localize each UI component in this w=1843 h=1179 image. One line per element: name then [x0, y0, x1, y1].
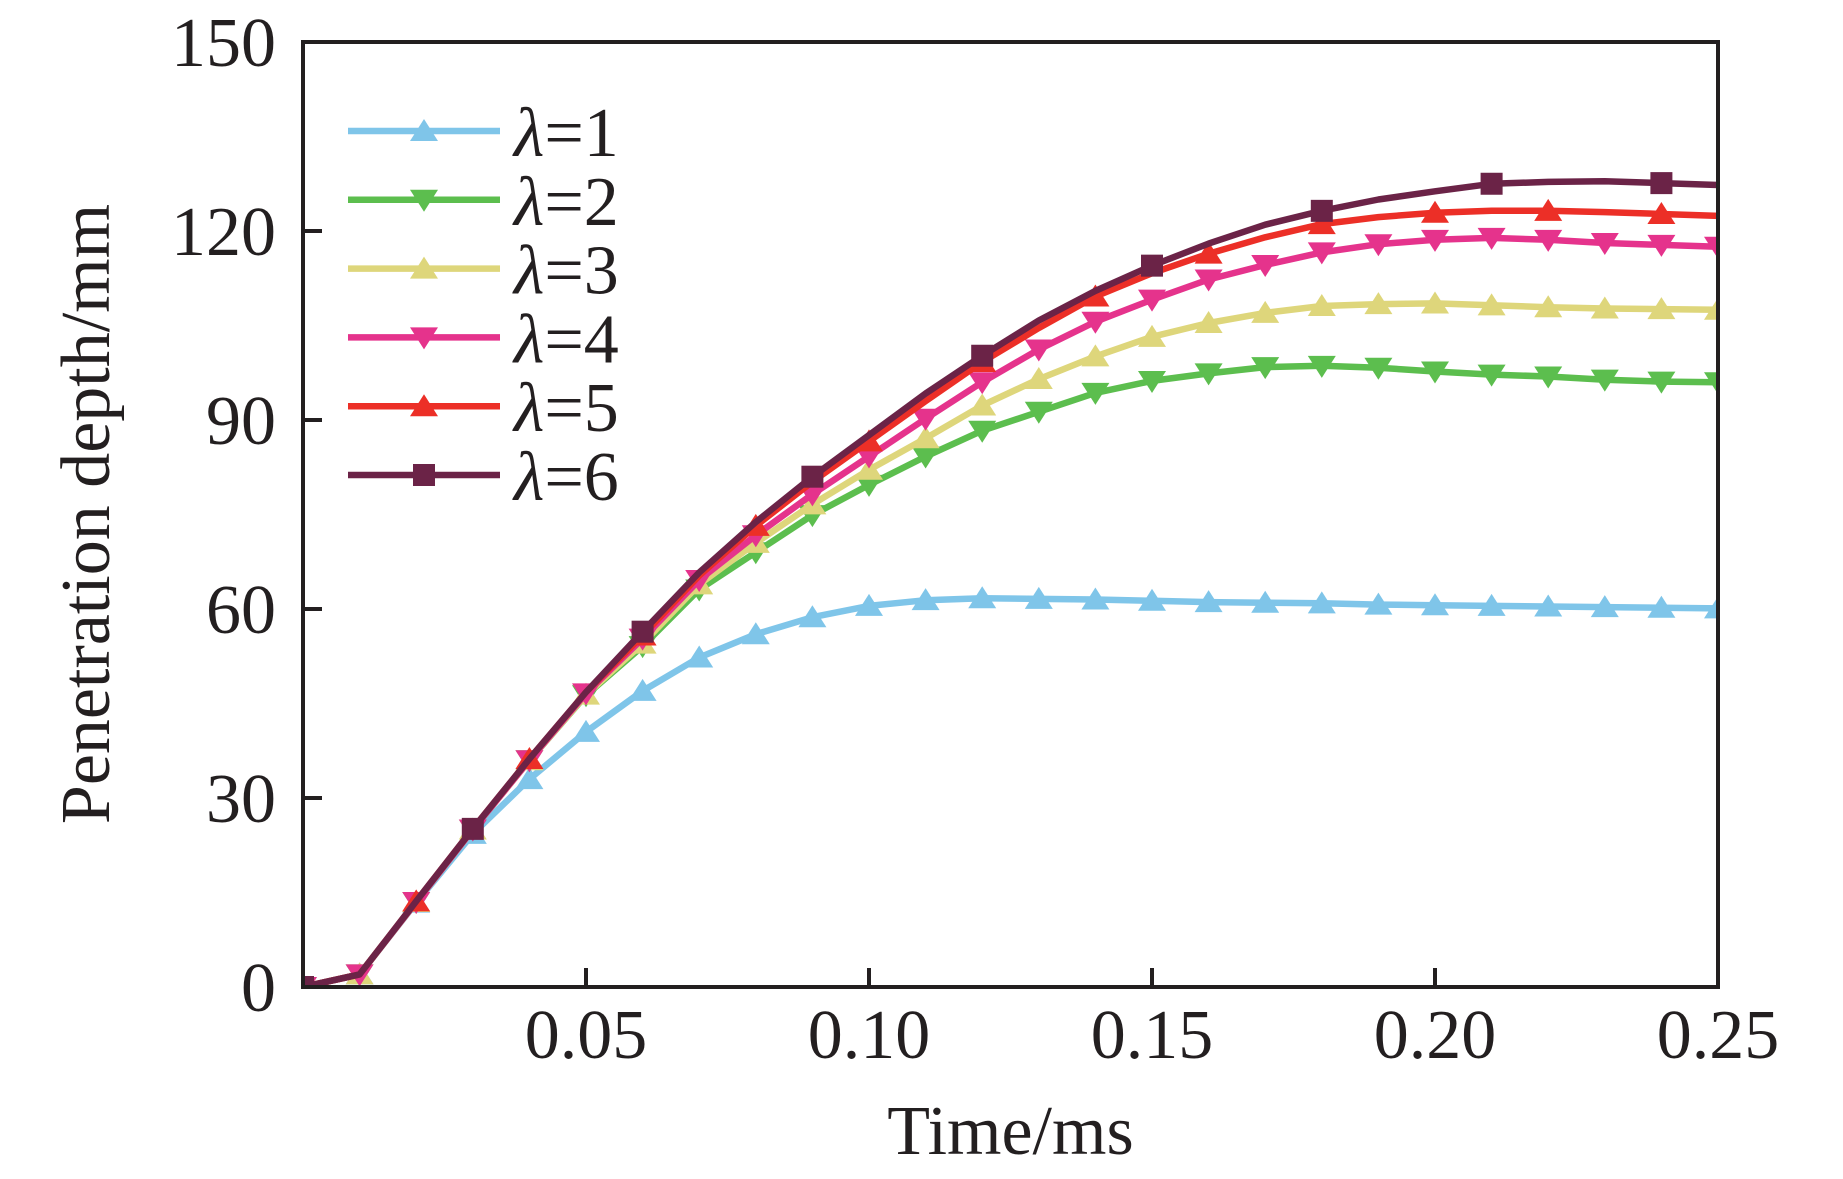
- x-tick-label: 0.20: [1374, 997, 1497, 1074]
- x-tick-label: 0.15: [1091, 997, 1214, 1074]
- legend-marker: [410, 394, 438, 417]
- y-axis-title: Penetration depth/mm: [48, 203, 125, 825]
- y-tick-label: 30: [206, 761, 276, 838]
- y-tick-label: 0: [241, 950, 276, 1027]
- series-markers-lambda-2: [303, 355, 1718, 987]
- y-tick-label: 60: [206, 572, 276, 649]
- plot-border: [301, 40, 1720, 989]
- legend-marker: [410, 189, 438, 212]
- legend-item-lambda-1: λ=1: [348, 95, 619, 172]
- legend-marker: [413, 464, 435, 486]
- legend-label: λ=2: [512, 164, 619, 241]
- legend-label: λ=1: [512, 95, 619, 172]
- legend-item-lambda-6: λ=6: [348, 439, 619, 516]
- series-line-lambda-1: [303, 595, 1718, 987]
- legend-label: λ=5: [512, 370, 619, 447]
- series-markers-lambda-6: [303, 172, 1673, 987]
- x-axis-title: Time/ms: [887, 1093, 1134, 1170]
- legend-label: λ=6: [512, 439, 619, 516]
- y-tick-label: 90: [206, 383, 276, 460]
- legend-marker: [410, 256, 438, 279]
- legend-marker: [410, 119, 438, 141]
- x-tick-label: 0.05: [525, 997, 648, 1074]
- x-tick-label: 0.25: [1657, 997, 1780, 1074]
- legend-marker: [410, 327, 438, 350]
- legend-item-lambda-4: λ=4: [348, 301, 619, 378]
- tick-labels: 0 30 60 90 120 150 0.05 0.10 0.15 0.20 0.25: [171, 5, 1779, 1074]
- legend-label: λ=3: [512, 233, 619, 310]
- legend-item-lambda-3: λ=3: [348, 233, 619, 310]
- legend: λ=1λ=2λ=3λ=4λ=5λ=6: [348, 95, 619, 516]
- x-tick-label: 0.10: [808, 997, 931, 1074]
- series-layer: [303, 172, 1718, 987]
- legend-item-lambda-5: λ=5: [348, 370, 619, 447]
- legend-label: λ=4: [512, 301, 619, 378]
- y-tick-label: 150: [171, 5, 276, 82]
- legend-item-lambda-2: λ=2: [348, 164, 619, 241]
- series-markers-lambda-3: [303, 291, 1718, 987]
- y-tick-label: 120: [171, 194, 276, 271]
